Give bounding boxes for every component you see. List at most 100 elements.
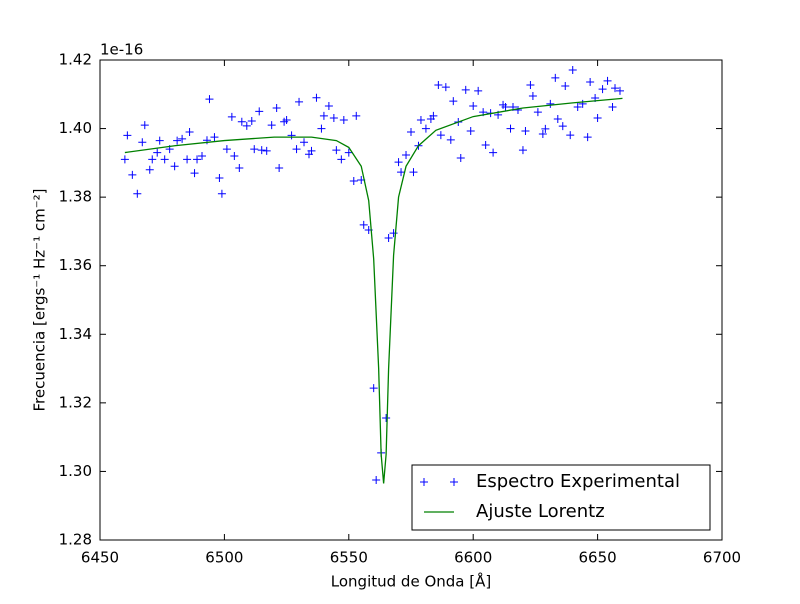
data-point	[317, 124, 326, 133]
data-point	[389, 229, 398, 238]
y-tick-label: 1.34	[59, 325, 92, 343]
data-point	[230, 152, 239, 160]
data-point	[237, 117, 246, 126]
data-point	[359, 220, 368, 229]
data-point	[429, 111, 438, 120]
y-axis-label: Frecuencia [ergs⁻¹ Hz⁻¹ cm⁻²]	[31, 189, 49, 412]
data-point	[190, 169, 199, 178]
data-point	[257, 146, 266, 155]
data-point	[481, 141, 490, 150]
data-point	[332, 146, 341, 155]
data-point	[173, 136, 182, 145]
data-point	[250, 145, 259, 154]
data-point	[262, 146, 271, 155]
data-point	[120, 155, 129, 164]
data-point	[193, 155, 202, 164]
data-point	[513, 106, 522, 115]
data-point	[558, 122, 567, 131]
data-point	[583, 133, 592, 142]
data-point	[538, 130, 547, 139]
data-point	[603, 76, 612, 85]
data-point	[394, 158, 403, 167]
data-point	[282, 116, 291, 124]
data-point	[185, 128, 194, 136]
y-tick-label: 1.32	[59, 393, 92, 411]
data-point	[416, 116, 425, 124]
data-point	[160, 155, 169, 164]
data-point	[586, 77, 595, 86]
data-point	[140, 121, 149, 130]
data-point	[521, 126, 530, 135]
data-point	[133, 189, 142, 198]
data-point	[469, 101, 478, 110]
x-tick-label: 6600	[454, 549, 492, 567]
y-tick-label: 1.30	[59, 462, 92, 480]
data-point	[461, 85, 470, 94]
y-tick-label: 1.36	[59, 256, 92, 274]
x-tick-label: 6700	[703, 549, 741, 567]
data-point	[593, 113, 602, 122]
data-point	[568, 65, 577, 74]
data-point	[528, 92, 537, 100]
data-point	[449, 97, 458, 106]
data-point	[578, 99, 587, 108]
data-point	[170, 162, 179, 171]
data-point	[295, 97, 304, 106]
data-point	[501, 102, 510, 111]
data-point	[145, 165, 154, 174]
data-point	[533, 108, 542, 117]
data-point	[153, 148, 162, 157]
fit-line	[124, 97, 623, 484]
data-point	[561, 82, 570, 91]
data-point	[608, 102, 617, 111]
data-point	[287, 131, 296, 140]
data-point	[446, 135, 455, 144]
legend-marker	[420, 478, 428, 486]
x-tick-label: 6550	[330, 549, 368, 567]
data-point	[506, 124, 515, 133]
legend-label: Espectro Experimental	[476, 471, 680, 492]
x-axis-label: Longitud de Onda [Å]	[331, 572, 491, 591]
data-point	[242, 121, 251, 130]
data-point	[215, 173, 224, 182]
data-point	[372, 476, 381, 484]
data-point	[235, 164, 244, 172]
plot-frame	[99, 59, 723, 541]
legend-label: Ajuste Lorentz	[476, 501, 605, 522]
data-point	[551, 73, 560, 82]
data-point	[272, 104, 281, 112]
data-point	[421, 124, 430, 133]
x-tick-label: 6650	[579, 549, 617, 567]
data-point	[205, 95, 214, 104]
data-point	[402, 150, 411, 159]
data-point	[155, 136, 164, 145]
data-point	[489, 148, 498, 157]
data-point	[541, 124, 550, 133]
data-point	[183, 155, 192, 164]
data-point	[227, 112, 236, 121]
data-point	[247, 117, 256, 126]
data-point	[526, 81, 535, 90]
data-point	[407, 128, 415, 136]
data-point	[352, 111, 361, 120]
data-point	[474, 86, 483, 95]
data-point	[148, 155, 157, 164]
data-point	[319, 111, 328, 120]
data-point	[611, 84, 620, 93]
data-point	[300, 138, 309, 147]
data-point	[573, 102, 582, 111]
data-point	[210, 133, 219, 142]
y-tick-label: 1.42	[59, 51, 92, 69]
data-point	[456, 154, 465, 163]
x-tick-label: 6500	[205, 549, 243, 567]
data-point	[598, 85, 607, 94]
data-point	[566, 131, 575, 140]
y-offset-label: 1e-16	[100, 41, 143, 59]
data-point	[384, 233, 393, 242]
y-tick-label: 1.38	[59, 188, 92, 206]
data-point	[382, 413, 391, 422]
data-point	[329, 113, 338, 122]
data-point	[369, 384, 378, 393]
